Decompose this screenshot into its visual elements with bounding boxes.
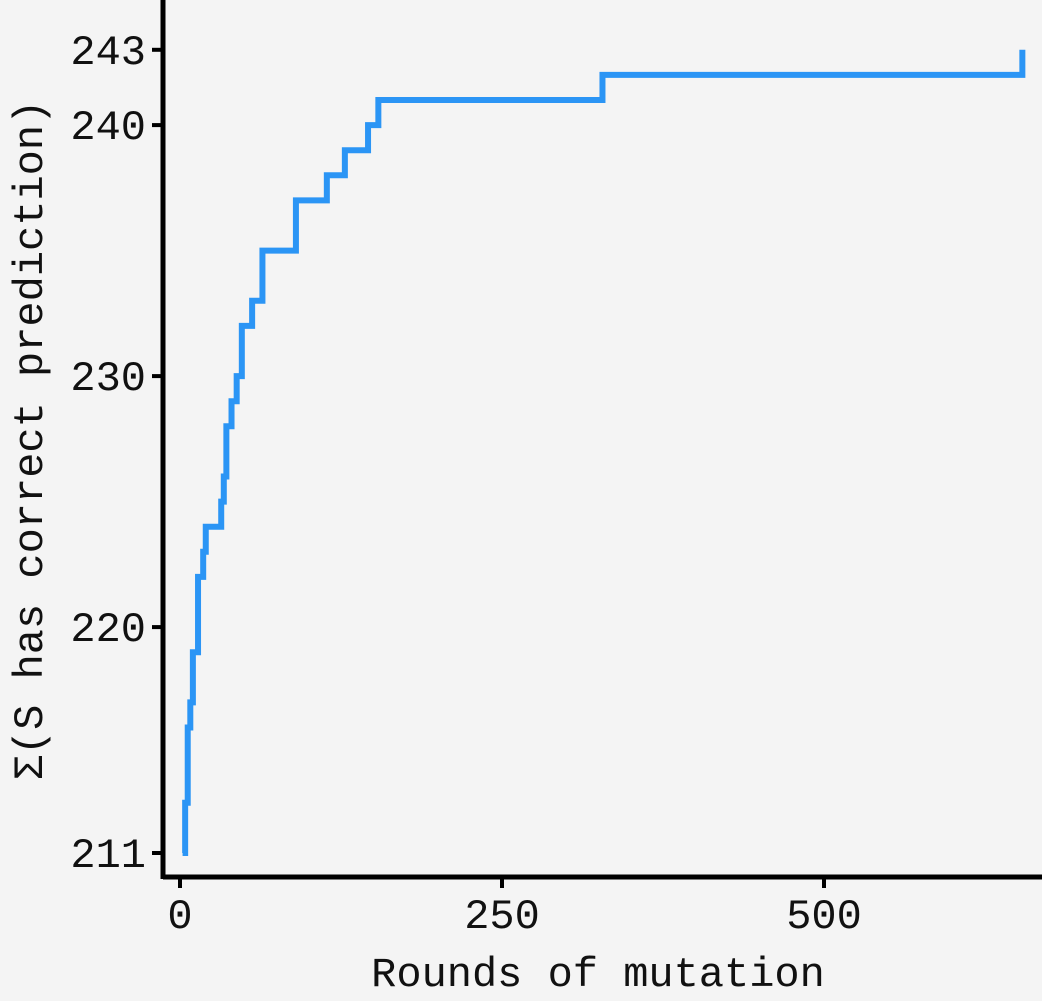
series-group: [182, 49, 1026, 856]
x-axis-title: Rounds of mutation: [371, 951, 825, 999]
x-tick-label: 0: [167, 893, 192, 941]
y-ticks: 211 220 230 240 243: [70, 29, 163, 880]
y-tick-label: 220: [70, 606, 146, 654]
x-ticks: 0 250 500: [167, 877, 862, 941]
y-tick-label: 243: [70, 29, 146, 77]
y-tick-label: 211: [70, 832, 146, 880]
x-tick-label: 500: [786, 893, 862, 941]
y-tick-label: 240: [70, 104, 146, 152]
x-tick-label: 250: [464, 893, 540, 941]
y-tick-label: 230: [70, 355, 146, 403]
y-axis-title: Σ(S has correct prediction): [7, 100, 55, 781]
series-line: [182, 49, 1026, 856]
